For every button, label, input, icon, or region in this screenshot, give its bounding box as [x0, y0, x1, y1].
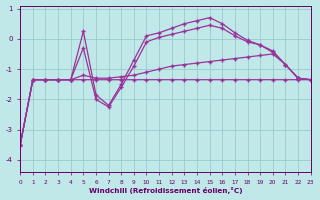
- X-axis label: Windchill (Refroidissement éolien,°C): Windchill (Refroidissement éolien,°C): [89, 187, 242, 194]
